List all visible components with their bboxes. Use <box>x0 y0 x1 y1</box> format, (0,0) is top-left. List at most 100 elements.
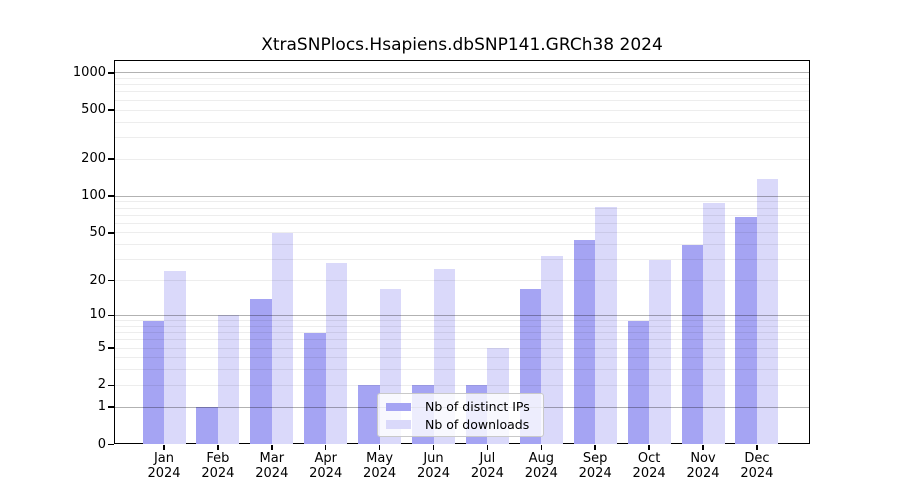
x-tick-dec <box>756 445 758 450</box>
y-tick-label-10: 10 <box>89 307 106 323</box>
bar-nb-of-distinct-ips-sep <box>573 239 596 445</box>
x-tick-year-nov: 2024 <box>686 465 720 481</box>
x-tick-month-jun: Jun <box>423 451 444 466</box>
bar-nb-of-downloads-nov <box>703 203 725 445</box>
gridline-minor-800 <box>114 84 810 86</box>
x-tick-year-jan: 2024 <box>147 465 181 481</box>
bar-nb-of-distinct-ips-jan <box>142 320 164 445</box>
bar-nb-of-downloads-oct <box>649 259 671 445</box>
y-tick-50 <box>107 232 114 234</box>
y-tick-label-1: 1 <box>97 399 106 415</box>
x-tick-year-jun: 2024 <box>416 465 451 481</box>
y-tick-100 <box>107 195 114 197</box>
x-tick-year-apr: 2024 <box>309 465 343 481</box>
gridline-minor-900 <box>114 77 810 79</box>
gridline-minor-20 <box>114 280 810 282</box>
x-tick-label-feb: Feb 2024 <box>186 451 250 481</box>
bar-nb-of-downloads-dec <box>756 179 779 445</box>
y-tick-label-0: 0 <box>97 436 106 452</box>
gridline-minor-80 <box>114 207 810 209</box>
x-tick-label-jan: Jan 2024 <box>132 451 196 481</box>
gridline-minor-600 <box>114 99 810 101</box>
gridline-minor-400 <box>114 121 810 123</box>
gridline-minor-6 <box>114 339 810 341</box>
x-tick-nov <box>702 445 704 450</box>
y-tick-label-100: 100 <box>81 188 106 204</box>
x-tick-jul <box>486 445 489 450</box>
x-tick-year-jul: 2024 <box>470 465 504 481</box>
y-tick-500 <box>107 109 114 111</box>
x-tick-label-oct: Oct 2024 <box>617 451 681 481</box>
x-tick-may <box>378 445 381 450</box>
x-tick-feb <box>217 445 219 450</box>
gridline-minor-500 <box>114 109 810 111</box>
gridline-minor-70 <box>114 214 810 216</box>
x-tick-sep <box>594 445 596 450</box>
x-tick-oct <box>648 445 650 450</box>
gridline-minor-200 <box>114 158 810 160</box>
bar-nb-of-distinct-ips-dec <box>735 216 757 445</box>
y-tick-label-1000: 1000 <box>72 64 106 80</box>
gridline-major-1000 <box>114 72 810 74</box>
x-tick-year-aug: 2024 <box>524 465 558 481</box>
x-tick-jun <box>432 445 435 450</box>
x-tick-month-jan: Jan <box>153 451 175 466</box>
legend-swatch-downloads <box>386 420 411 429</box>
x-tick-label-jun: Jun 2024 <box>402 451 466 481</box>
x-tick-month-dec: Dec <box>744 451 770 466</box>
x-tick-year-mar: 2024 <box>255 465 289 481</box>
gridline-major-100 <box>114 195 810 197</box>
gridline-minor-3 <box>114 369 810 371</box>
gridline-minor-8 <box>114 325 810 327</box>
y-tick-label-50: 50 <box>89 224 106 240</box>
x-tick-label-mar: Mar 2024 <box>240 451 304 481</box>
x-tick-year-feb: 2024 <box>201 465 235 481</box>
gridline-minor-700 <box>114 91 810 93</box>
bar-nb-of-downloads-jan <box>164 271 186 445</box>
x-tick-apr <box>324 445 327 450</box>
bar-nb-of-distinct-ips-mar <box>250 298 272 445</box>
bar-nb-of-distinct-ips-feb <box>196 407 218 445</box>
x-tick-label-sep: Sep 2024 <box>563 451 627 481</box>
x-tick-label-aug: Aug 2024 <box>509 451 573 481</box>
legend-row-distinct-ips: Nb of distinct IPs <box>386 398 535 416</box>
x-tick-month-sep: Sep <box>582 451 608 466</box>
legend-swatch-distinct-ips <box>386 402 411 411</box>
legend-label-distinct-ips: Nb of distinct IPs <box>425 399 530 415</box>
x-tick-year-may: 2024 <box>363 465 397 481</box>
gridline-minor-300 <box>114 136 810 138</box>
y-tick-label-20: 20 <box>89 272 106 288</box>
y-tick-label-500: 500 <box>81 102 106 118</box>
y-tick-label-5: 5 <box>97 340 106 356</box>
x-tick-year-oct: 2024 <box>632 465 666 481</box>
gridline-minor-60 <box>114 222 810 224</box>
y-tick-10 <box>107 314 114 317</box>
legend-row-downloads: Nb of downloads <box>386 416 535 434</box>
x-tick-year-sep: 2024 <box>578 465 612 481</box>
gridline-minor-30 <box>114 259 810 261</box>
chart-title: XtraSNPlocs.Hsapiens.dbSNP141.GRCh38 202… <box>261 35 663 55</box>
bar-nb-of-downloads-aug <box>541 256 563 445</box>
gridline-minor-5 <box>114 347 810 349</box>
x-tick-label-nov: Nov 2024 <box>671 451 735 481</box>
x-tick-label-dec: Dec 2024 <box>725 451 789 481</box>
y-tick-1 <box>107 406 114 408</box>
bar-nb-of-distinct-ips-may <box>358 385 380 445</box>
gridline-minor-9 <box>114 320 810 322</box>
gridline-minor-2 <box>114 384 810 386</box>
x-tick-aug <box>540 445 543 450</box>
bar-nb-of-distinct-ips-apr <box>304 332 326 445</box>
y-tick-2 <box>107 384 114 387</box>
x-tick-month-mar: Mar <box>259 451 285 466</box>
x-tick-month-feb: Feb <box>206 451 230 466</box>
gridline-major-10 <box>114 314 810 316</box>
y-tick-0 <box>107 443 114 446</box>
y-tick-20 <box>107 279 114 282</box>
bar-nb-of-downloads-apr <box>325 263 348 445</box>
x-tick-month-apr: Apr <box>314 451 337 466</box>
x-tick-label-jul: Jul 2024 <box>455 451 519 481</box>
legend: Nb of distinct IPs Nb of downloads <box>377 393 544 437</box>
gridline-minor-4 <box>114 357 810 359</box>
bar-nb-of-downloads-mar <box>271 232 294 445</box>
x-tick-month-oct: Oct <box>637 451 661 466</box>
